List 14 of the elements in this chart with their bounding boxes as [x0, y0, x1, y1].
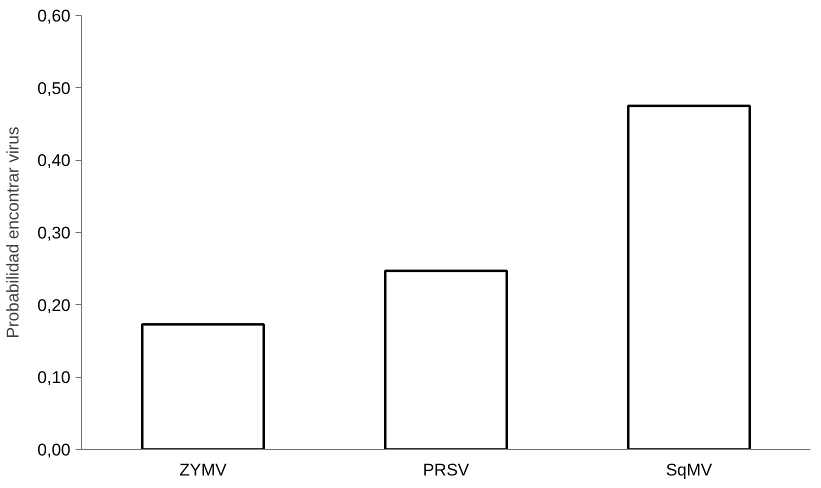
x-tick-label: SqMV: [666, 460, 713, 480]
y-tick-label: 0,50: [37, 78, 71, 98]
x-tick-label: ZYMV: [179, 460, 228, 480]
y-axis-title: Probabilidad encontrar virus: [3, 126, 22, 338]
y-tick-label: 0,20: [37, 296, 71, 315]
y-tick-label: 0,60: [37, 6, 71, 26]
bar: [384, 270, 508, 450]
bar: [141, 323, 265, 450]
x-tick-label: PRSV: [422, 460, 470, 480]
bar: [627, 104, 751, 450]
y-tick-label: 0,30: [37, 224, 71, 242]
y-tick-label: 0,00: [37, 440, 71, 460]
y-tick-label: 0,10: [37, 368, 71, 388]
y-tick-label: 0,40: [37, 151, 71, 170]
